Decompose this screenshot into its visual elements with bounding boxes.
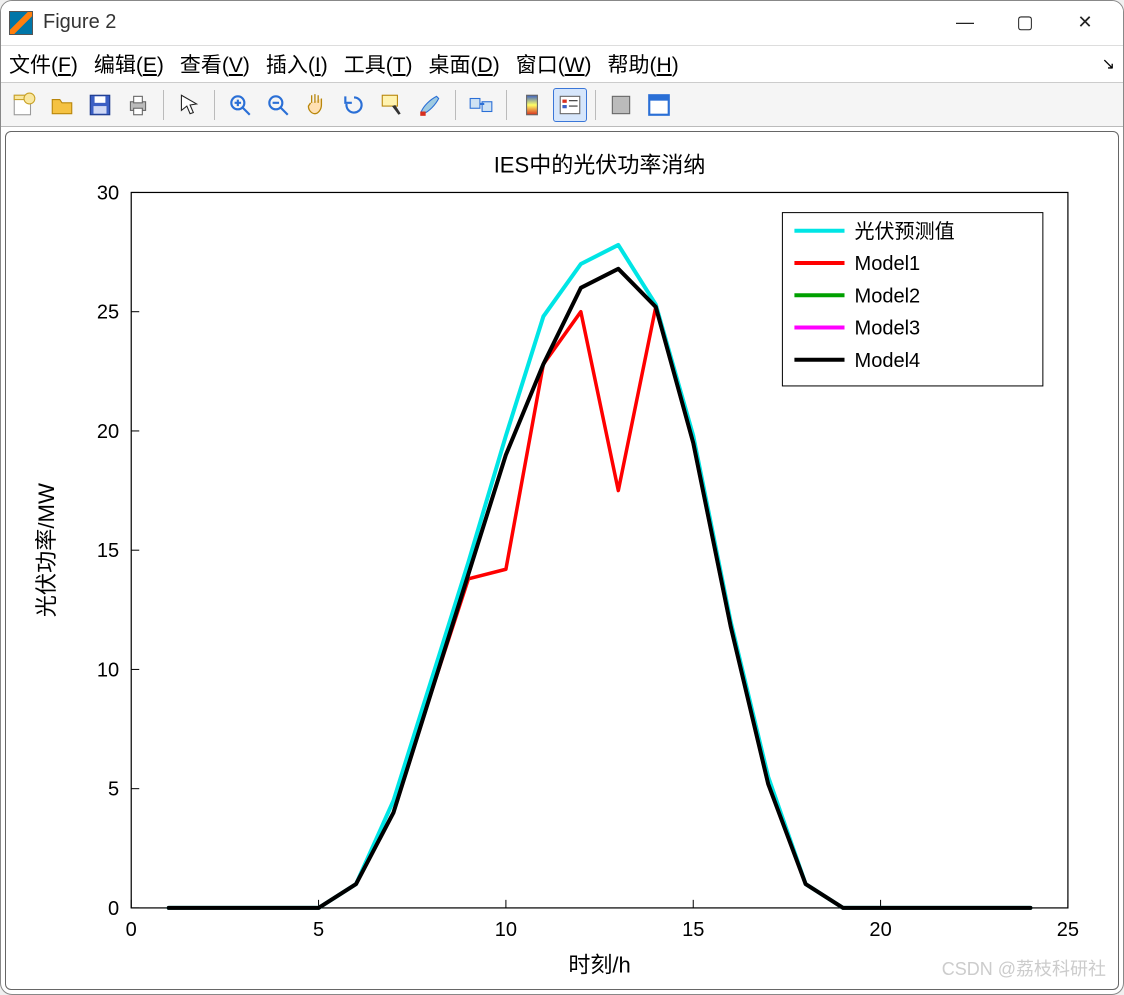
- menu-help[interactable]: 帮助(H): [608, 49, 679, 79]
- titlebar: Figure 2 — ▢ ✕: [1, 1, 1123, 46]
- svg-text:10: 10: [97, 660, 119, 682]
- svg-text:Model2: Model2: [855, 286, 921, 308]
- svg-text:IES中的光伏功率消纳: IES中的光伏功率消纳: [494, 153, 706, 178]
- matlab-icon: [9, 11, 33, 35]
- toolbar: [1, 83, 1123, 128]
- rotate-icon[interactable]: [337, 88, 371, 122]
- menu-view[interactable]: 查看(V): [180, 49, 250, 79]
- svg-text:Model4: Model4: [855, 350, 921, 372]
- svg-text:时刻/h: 时刻/h: [568, 953, 630, 978]
- menubar: 文件(F) 编辑(E) 查看(V) 插入(I) 工具(T) 桌面(D) 窗口(W…: [1, 46, 1123, 83]
- colorbar-icon[interactable]: [515, 88, 549, 122]
- menu-edit[interactable]: 编辑(E): [94, 49, 164, 79]
- svg-text:15: 15: [97, 541, 119, 563]
- svg-text:20: 20: [869, 920, 891, 942]
- svg-text:5: 5: [108, 779, 119, 801]
- close-button[interactable]: ✕: [1055, 3, 1115, 43]
- svg-text:30: 30: [97, 183, 119, 205]
- svg-text:20: 20: [97, 421, 119, 443]
- svg-text:Model1: Model1: [855, 253, 921, 275]
- window-title: Figure 2: [43, 11, 116, 34]
- svg-text:光伏功率/MW: 光伏功率/MW: [34, 483, 59, 617]
- svg-text:光伏预测值: 光伏预测值: [855, 220, 955, 243]
- menu-desktop[interactable]: 桌面(D): [429, 49, 500, 79]
- menu-file[interactable]: 文件(F): [9, 49, 78, 79]
- plot-area[interactable]: 0 5 10 15 20 25 0 5 10 15 20 25 30 IES中的光伏功率消纳时刻/h 光伏功…: [5, 131, 1119, 990]
- minimize-button[interactable]: —: [935, 3, 995, 43]
- brush-icon[interactable]: [413, 88, 447, 122]
- figure-window: Figure 2 — ▢ ✕ 文件(F) 编辑(E) 查看(V) 插入(I) 工…: [0, 0, 1124, 995]
- open-icon[interactable]: [45, 88, 79, 122]
- svg-text:5: 5: [313, 920, 324, 942]
- menu-tools[interactable]: 工具(T): [344, 49, 413, 79]
- svg-text:0: 0: [108, 898, 119, 920]
- print-icon[interactable]: [121, 88, 155, 122]
- menu-insert[interactable]: 插入(I): [266, 49, 328, 79]
- legend-icon[interactable]: [553, 88, 587, 122]
- chart: 0 5 10 15 20 25 0 5 10 15 20 25 30 IES中的光伏功率消纳时刻/h 光伏功…: [6, 132, 1118, 989]
- zoom-in-icon[interactable]: [223, 88, 257, 122]
- zoom-out-icon[interactable]: [261, 88, 295, 122]
- svg-text:25: 25: [1057, 920, 1079, 942]
- new-figure-icon[interactable]: [7, 88, 41, 122]
- svg-text:25: 25: [97, 302, 119, 324]
- maximize-button[interactable]: ▢: [995, 3, 1055, 43]
- svg-text:10: 10: [495, 920, 517, 942]
- save-icon[interactable]: [83, 88, 117, 122]
- menubar-overflow-icon[interactable]: ↘: [1102, 54, 1115, 74]
- svg-text:Model3: Model3: [855, 318, 921, 340]
- svg-text:15: 15: [682, 920, 704, 942]
- dock-icon[interactable]: [642, 88, 676, 122]
- link-icon[interactable]: [464, 88, 498, 122]
- hide-icon[interactable]: [604, 88, 638, 122]
- svg-text:0: 0: [126, 920, 137, 942]
- pan-icon[interactable]: [299, 88, 333, 122]
- pointer-icon[interactable]: [172, 88, 206, 122]
- menu-window[interactable]: 窗口(W): [516, 49, 592, 79]
- data-cursor-icon[interactable]: [375, 88, 409, 122]
